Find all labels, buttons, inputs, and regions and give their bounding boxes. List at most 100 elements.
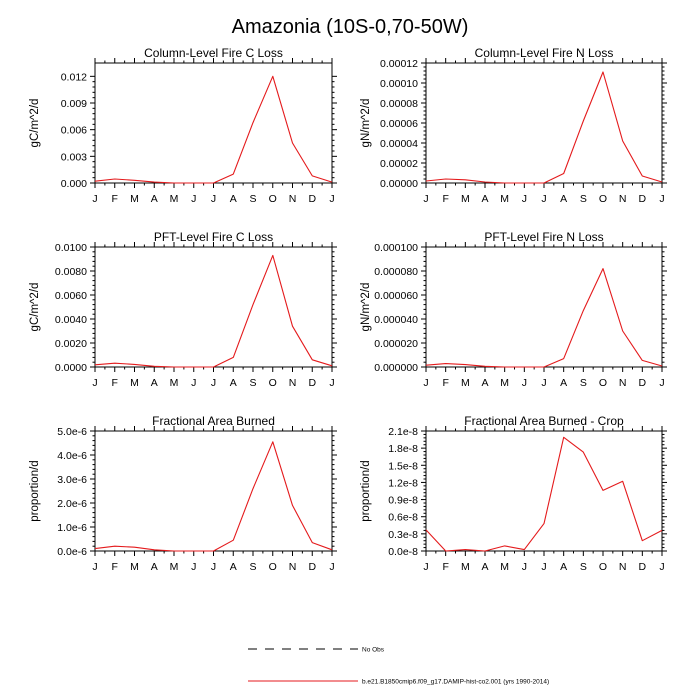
y-tick-label: 0.00002 [380,158,418,170]
panel-title: Column-Level Fire N Loss [475,46,614,60]
y-tick-label: 2.0e-6 [57,498,87,510]
x-tick-label: A [230,193,237,205]
x-tick-label: J [541,377,546,389]
x-tick-label: N [289,193,297,205]
x-tick-label: A [151,193,158,205]
x-tick-label: D [639,561,647,573]
y-tick-label: 0.000020 [374,338,418,350]
x-tick-label: J [211,193,216,205]
x-tick-label: S [580,377,587,389]
legend: No Obs b.e21.B1850cmip6.f09_g17.DAMIP-his… [248,647,549,686]
y-tick-label: 1.5e-8 [388,460,418,472]
y-axis-label: gN/m^2/d [360,99,372,148]
x-tick-label: N [289,377,297,389]
x-tick-label: D [308,377,316,389]
y-tick-label: 0.0e-6 [57,546,87,558]
x-tick-label: F [112,193,118,205]
x-tick-label: J [522,377,527,389]
x-tick-label: A [151,561,158,573]
x-tick-label: M [500,377,509,389]
x-tick-label: M [461,561,470,573]
y-tick-label: 0.000 [61,178,87,190]
x-tick-label: F [112,561,118,573]
x-tick-label: A [560,561,567,573]
y-axis-label: gC/m^2/d [29,283,41,332]
x-tick-label: J [329,377,334,389]
y-tick-label: 0.0e-8 [388,546,418,558]
x-tick-label: O [269,377,277,389]
x-tick-label: J [191,561,196,573]
y-tick-label: 0.000000 [374,362,418,374]
x-tick-label: M [170,193,179,205]
x-tick-label: A [560,377,567,389]
series-line [425,436,663,552]
y-tick-label: 0.003 [61,151,87,163]
x-tick-label: J [659,561,664,573]
x-tick-label: J [191,193,196,205]
x-tick-label: J [211,377,216,389]
x-tick-label: S [249,561,256,573]
x-tick-label: O [269,561,277,573]
plot-frame [425,430,663,552]
x-tick-label: N [619,193,627,205]
x-tick-label: J [541,193,546,205]
x-tick-label: J [329,561,334,573]
x-tick-label: J [541,561,546,573]
x-tick-label: M [130,561,139,573]
y-tick-label: 0.0000 [55,362,87,374]
x-tick-label: J [211,561,216,573]
plot-frame [425,246,663,368]
x-tick-label: D [639,377,647,389]
x-tick-label: J [92,193,97,205]
figure-title: Amazonia (10S-0,70-50W) [232,16,469,38]
series-line [94,254,333,368]
panel-title: Fractional Area Burned [152,414,275,428]
series-line [94,75,333,184]
x-tick-label: A [481,377,488,389]
plot-frame [94,430,333,552]
x-tick-label: M [130,377,139,389]
x-tick-label: A [151,377,158,389]
plot-frame [94,62,333,184]
y-tick-label: 0.0060 [55,290,87,302]
x-tick-label: M [461,377,470,389]
x-tick-label: M [461,193,470,205]
y-tick-label: 4.0e-6 [57,450,87,462]
x-tick-label: J [423,377,428,389]
series-line [425,71,663,184]
y-axis-label: proportion/d [29,460,41,521]
x-tick-label: J [423,193,428,205]
x-tick-label: F [442,377,448,389]
panel-title: PFT-Level Fire N Loss [484,230,603,244]
y-tick-label: 0.9e-8 [388,495,418,507]
y-tick-label: 0.00012 [380,58,418,70]
y-axis-label: proportion/d [360,460,372,521]
x-tick-label: J [659,377,664,389]
y-tick-label: 0.006 [61,125,87,137]
plot-frame [425,62,663,184]
x-tick-label: F [442,193,448,205]
x-tick-label: O [599,193,607,205]
x-tick-label: M [130,193,139,205]
x-tick-label: A [230,561,237,573]
y-axis-label: gC/m^2/d [29,99,41,148]
x-tick-label: J [92,377,97,389]
y-tick-label: 0.00010 [380,78,418,90]
y-tick-label: 3.0e-6 [57,474,87,486]
x-tick-label: J [191,377,196,389]
x-tick-label: D [639,193,647,205]
y-tick-label: 0.012 [61,71,87,83]
x-tick-label: J [329,193,334,205]
legend-label: b.e21.B1850cmip6.f09_g17.DAMIP-hist-co2.… [362,679,549,686]
x-tick-label: O [599,561,607,573]
y-tick-label: 1.0e-6 [57,522,87,534]
y-tick-label: 0.3e-8 [388,529,418,541]
x-tick-label: N [289,561,297,573]
